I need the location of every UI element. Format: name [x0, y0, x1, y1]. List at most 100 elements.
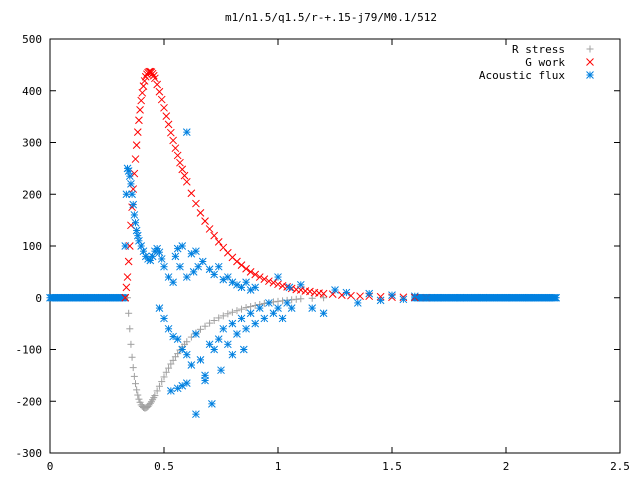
acoustic-flux-point: [205, 340, 214, 349]
r-stress-point: [146, 399, 154, 407]
g-work-point: [306, 287, 314, 296]
g-work-point: [149, 71, 158, 80]
g-work-point: [192, 199, 200, 208]
r-stress-point: [187, 333, 195, 341]
chart-title: m1/n1.5/q1.5/r-+.15-j79/M0.1/512: [225, 11, 437, 24]
acoustic-flux-point: [210, 270, 219, 279]
acoustic-flux-point: [251, 283, 260, 292]
g-work-point: [153, 80, 162, 89]
y-tick-label: -200: [16, 395, 43, 408]
g-work-point: [255, 273, 264, 281]
g-work-point: [164, 120, 173, 129]
acoustic-flux-point: [182, 379, 191, 387]
acoustic-flux-point: [502, 293, 510, 302]
r-stress-point: [133, 386, 141, 394]
g-work-point: [122, 283, 131, 292]
acoustic-flux-point: [265, 299, 273, 307]
r-stress-point: [127, 340, 135, 348]
acoustic-flux-point: [255, 304, 264, 312]
g-work-point: [121, 293, 130, 302]
r-stress-point: [238, 305, 246, 313]
acoustic-flux-point: [319, 309, 328, 318]
acoustic-flux-point: [331, 286, 339, 294]
r-stress-point: [162, 368, 170, 376]
g-work-point: [274, 280, 282, 289]
acoustic-flux-point: [552, 293, 561, 302]
acoustic-flux-point: [228, 350, 237, 359]
y-tick-label: 100: [22, 240, 42, 253]
g-work-point: [123, 273, 132, 281]
acoustic-flux-point: [178, 242, 187, 250]
g-work-point: [201, 217, 209, 226]
g-work-point: [171, 144, 180, 153]
acoustic-flux-point: [131, 218, 140, 227]
r-stress-point: [130, 372, 138, 380]
acoustic-flux-point: [456, 293, 465, 302]
acoustic-flux-point: [160, 262, 168, 271]
acoustic-flux-point: [208, 399, 216, 408]
y-tick-label: 200: [22, 188, 42, 201]
g-work-point: [173, 151, 182, 160]
r-stress-point: [274, 297, 282, 305]
r-stress-point: [158, 378, 166, 386]
legend-label: Acoustic flux: [479, 69, 565, 82]
acoustic-flux-point: [223, 340, 232, 349]
acoustic-flux-point: [242, 278, 250, 287]
acoustic-flux-point: [155, 248, 164, 257]
y-tick-label: 300: [22, 137, 42, 150]
r-stress-point: [260, 299, 268, 307]
acoustic-flux-point: [155, 304, 164, 312]
g-work-point: [148, 69, 157, 78]
g-work-point: [242, 264, 250, 273]
g-work-point: [356, 292, 364, 301]
x-tick-label: 1: [275, 460, 282, 473]
r-stress-point: [132, 380, 139, 388]
acoustic-flux-point: [219, 324, 228, 333]
acoustic-flux-point: [187, 361, 196, 369]
g-work-point: [157, 95, 166, 104]
r-stress-point: [196, 325, 204, 333]
acoustic-flux-point: [342, 288, 351, 297]
y-tick-label: 400: [22, 85, 42, 98]
g-work-point: [169, 136, 177, 145]
r-stress-point: [201, 322, 209, 330]
acoustic-flux-point: [365, 289, 374, 298]
x-tick-label: 2: [503, 460, 510, 473]
acoustic-flux-point: [133, 231, 142, 240]
g-work-point: [176, 158, 184, 167]
acoustic-flux-point: [166, 387, 175, 395]
acoustic-flux-point: [242, 324, 250, 333]
r-stress-point: [320, 294, 328, 302]
r-stress-point: [308, 294, 316, 302]
acoustic-flux-point: [278, 314, 287, 323]
acoustic-flux-point: [122, 190, 131, 199]
acoustic-flux-point: [388, 291, 396, 300]
r-stress-point: [242, 304, 250, 312]
acoustic-flux-point: [192, 247, 200, 256]
x-tick-label: 0: [47, 460, 54, 473]
acoustic-flux-point: [214, 335, 223, 344]
acoustic-flux-point: [210, 345, 219, 354]
g-work-point: [133, 128, 142, 137]
g-work-point: [137, 96, 146, 105]
g-work-point: [251, 270, 260, 279]
r-stress-point: [224, 310, 232, 318]
r-stress-point: [125, 309, 133, 317]
acoustic-flux-point: [246, 309, 255, 318]
acoustic-flux-point: [164, 324, 173, 333]
acoustic-flux-point: [237, 314, 246, 323]
g-work-point: [180, 171, 189, 180]
acoustic-flux-point: [171, 252, 180, 261]
x-tick-label: 0.5: [154, 460, 174, 473]
r-stress-point: [160, 373, 168, 381]
acoustic-flux-point: [422, 293, 431, 302]
acoustic-flux-point: [260, 314, 269, 323]
series-acoustic-flux: [121, 128, 561, 419]
r-stress-point: [128, 353, 136, 361]
acoustic-flux-point: [410, 292, 419, 301]
r-stress-point: [228, 308, 236, 316]
r-stress-point: [183, 338, 191, 346]
g-work-point: [260, 275, 269, 283]
